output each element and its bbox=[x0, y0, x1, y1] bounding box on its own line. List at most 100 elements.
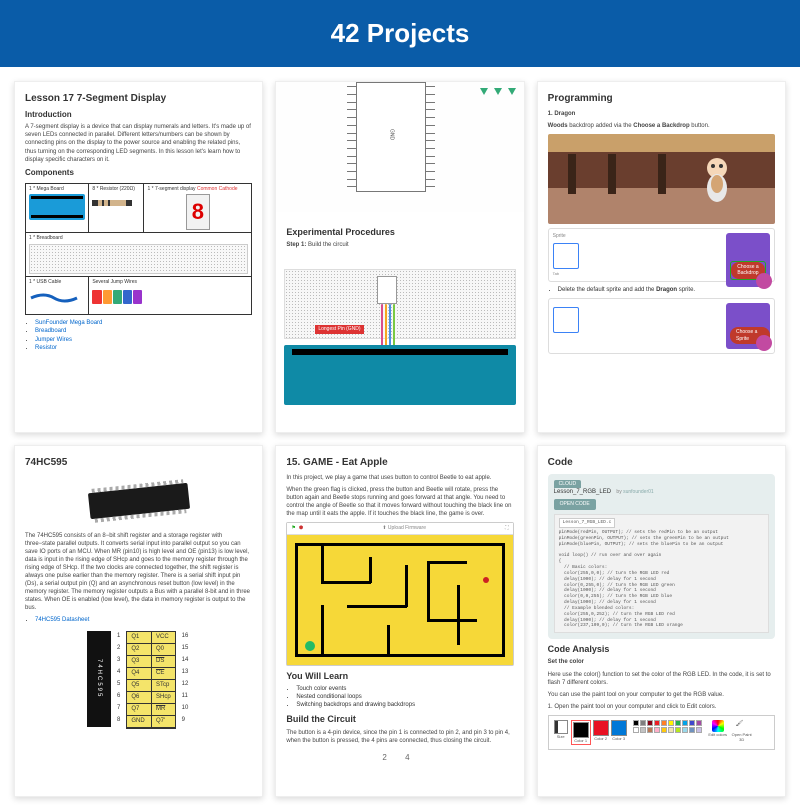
pinout: 74HC595 12345678 Q1VCC Q2Q0 Q3DS Q4CE Q5… bbox=[25, 631, 252, 729]
scratch-scene bbox=[548, 134, 775, 224]
expand-icon[interactable]: ⛶ bbox=[505, 525, 509, 532]
link-jumpers[interactable]: Jumper Wires bbox=[35, 337, 72, 343]
cloud-tag: CLOUD bbox=[554, 480, 582, 489]
game-topbar: ⚑⬢⬆ Upload Firmware⛶ bbox=[287, 523, 512, 535]
color1-swatch[interactable] bbox=[573, 722, 589, 738]
components-table: 1 * Mega Board 8 * Resistor (220Ω) 1 * 7… bbox=[25, 183, 252, 316]
schematic-chip: GND bbox=[356, 82, 426, 192]
breadboard-graphic bbox=[29, 244, 248, 274]
sprite-circle-icon[interactable] bbox=[756, 335, 772, 351]
gnd-label: GND bbox=[388, 129, 395, 140]
jumpers-graphic bbox=[92, 290, 142, 304]
purple-block-1: Choose a Backdrop bbox=[726, 233, 770, 287]
sprite-thumb[interactable] bbox=[553, 243, 579, 269]
card4-title: 74HC595 bbox=[25, 456, 252, 470]
card-lesson17: Lesson 17 7-Segment Display Introduction… bbox=[14, 81, 263, 433]
card3-title: Programming bbox=[548, 92, 775, 106]
exp-h: Experimental Procedures bbox=[286, 226, 513, 238]
left-nums: 12345678 bbox=[115, 631, 122, 729]
paint-p: You can use the paint tool on your compu… bbox=[548, 691, 775, 699]
pager: 2 4 bbox=[286, 753, 513, 764]
card1-links: SunFounder Mega Board Breadboard Jumper … bbox=[25, 319, 252, 351]
card-circuit: GND Experimental Procedures Step 1: Buil… bbox=[275, 81, 524, 433]
card-programming: Programming 1. Dragon Woods backdrop add… bbox=[537, 81, 786, 433]
color3-swatch[interactable] bbox=[611, 720, 627, 736]
edit-colors-btn[interactable] bbox=[712, 720, 724, 732]
resistor-graphic bbox=[92, 200, 132, 206]
game-preview: ⚑⬢⬆ Upload Firmware⛶ bbox=[286, 522, 513, 666]
arduino-graphic bbox=[284, 345, 515, 405]
by-line: by sunfounder01 bbox=[615, 489, 654, 495]
card1-components-h: Components bbox=[25, 168, 252, 179]
beetle-icon bbox=[305, 641, 315, 651]
paint3d-icon[interactable]: 🖌 bbox=[736, 720, 748, 732]
build-h: Build the Circuit bbox=[286, 713, 513, 725]
flag-icon[interactable]: ⚑ bbox=[291, 525, 295, 532]
grid: Lesson 17 7-Segment Display Introduction… bbox=[0, 67, 800, 811]
link-mega[interactable]: SunFounder Mega Board bbox=[35, 320, 102, 326]
set-h: Set the color bbox=[548, 659, 584, 665]
card-game: 15. GAME - Eat Apple In this project, we… bbox=[275, 445, 524, 797]
breadboard2-graphic: Longest Pin (GND) bbox=[284, 269, 515, 339]
card1-intro-h: Introduction bbox=[25, 110, 252, 121]
dragon-h: 1. Dragon bbox=[548, 111, 576, 117]
banner-title: 42 Projects bbox=[331, 18, 470, 48]
backdrop-line: Woods backdrop added via the Choose a Ba… bbox=[548, 122, 775, 130]
step1: Step 1: Build the circuit bbox=[286, 241, 513, 249]
cell-breadboard: 1 * Breadboard bbox=[26, 233, 252, 277]
breadboard-region: Longest Pin (GND) bbox=[276, 263, 523, 423]
sprite-panel-2: Choose a Sprite bbox=[548, 298, 775, 354]
banner: 42 Projects bbox=[0, 0, 800, 67]
longest-pin-label: Longest Pin (GND) bbox=[315, 325, 363, 334]
card1-intro: A 7-segment display is a device that can… bbox=[25, 123, 252, 163]
set-p: Here use the color() function to set the… bbox=[548, 671, 775, 687]
schematic-region: GND bbox=[276, 82, 523, 212]
cloud-box: CLOUD Lesson_7_RGB_LED by sunfounder01 O… bbox=[548, 474, 775, 640]
color2-swatch[interactable] bbox=[593, 720, 609, 736]
learn-list: Touch color eventsNested conditional loo… bbox=[286, 685, 513, 709]
color-palette: Size Color 1 Color 2 Color 3 Edit colors… bbox=[548, 715, 775, 750]
sprite-thumb-2[interactable] bbox=[553, 307, 579, 333]
datasheet-link[interactable]: 74HC595 Datasheet bbox=[35, 617, 89, 623]
seven-seg-graphic: 8 bbox=[186, 194, 210, 230]
proj-name: Lesson_7_RGB_LED bbox=[554, 489, 611, 495]
card5-p1: In this project, we play a game that use… bbox=[286, 474, 513, 482]
chip-photo bbox=[25, 476, 252, 526]
card5-title: 15. GAME - Eat Apple bbox=[286, 456, 513, 470]
cell-jumpers: Several Jump Wires bbox=[89, 277, 252, 315]
analysis-h: Code Analysis bbox=[548, 643, 775, 655]
card4-desc: The 74HC595 consists of an 8−bit shift r… bbox=[25, 532, 252, 613]
backdrop-circle-icon[interactable] bbox=[756, 273, 772, 289]
sprite-panel-1: Sprite Tab Choose a Backdrop bbox=[548, 228, 775, 282]
card6-title: Code bbox=[548, 456, 775, 470]
card-74hc595: 74HC595 The 74HC595 consists of an 8−bit… bbox=[14, 445, 263, 797]
cell-seg: 1 * 7-segment display Common Cathode8 bbox=[144, 183, 252, 233]
link-breadboard[interactable]: Breadboard bbox=[35, 328, 66, 334]
purple-block-2: Choose a Sprite bbox=[726, 303, 770, 349]
maze bbox=[287, 535, 512, 665]
apple-icon bbox=[483, 577, 489, 583]
character bbox=[699, 154, 735, 204]
delete-sprite-line: Delete the default sprite and add the Dr… bbox=[558, 286, 775, 294]
pin-body: Q1VCC Q2Q0 Q3DS Q4CE Q5STcp Q6SHcp Q7MR … bbox=[126, 631, 175, 729]
stop-icon[interactable]: ⬢ bbox=[299, 525, 303, 532]
step1-paint: 1. Open the paint tool on your computer … bbox=[548, 703, 775, 711]
open-code-btn[interactable]: OPEN CODE bbox=[554, 499, 596, 510]
cell-mega: 1 * Mega Board bbox=[26, 183, 89, 233]
build-p: The button is a 4-pin device, since the … bbox=[286, 729, 513, 745]
right-nums: 161514131211109 bbox=[180, 631, 191, 729]
link-resistor[interactable]: Resistor bbox=[35, 345, 57, 351]
chip-black-graphic: 74HC595 bbox=[87, 631, 111, 727]
cell-usb: 1 * USB Cable bbox=[26, 277, 89, 315]
schematic-leds bbox=[480, 88, 516, 95]
card-code: Code CLOUD Lesson_7_RGB_LED by sunfounde… bbox=[537, 445, 786, 797]
usb-graphic bbox=[29, 290, 79, 306]
card5-p2: When the green flag is clicked, press th… bbox=[286, 486, 513, 518]
card1-title: Lesson 17 7-Segment Display bbox=[25, 92, 252, 106]
learn-h: You Will Learn bbox=[286, 670, 513, 682]
cell-resistor: 8 * Resistor (220Ω) bbox=[89, 183, 144, 233]
palette-grid[interactable] bbox=[633, 720, 702, 733]
mega-board-graphic bbox=[29, 194, 85, 220]
seg-on-bb bbox=[377, 276, 397, 304]
code-block: Lesson_7_RGB_LED.c pinMode(redPin, OUTPU… bbox=[554, 514, 769, 633]
